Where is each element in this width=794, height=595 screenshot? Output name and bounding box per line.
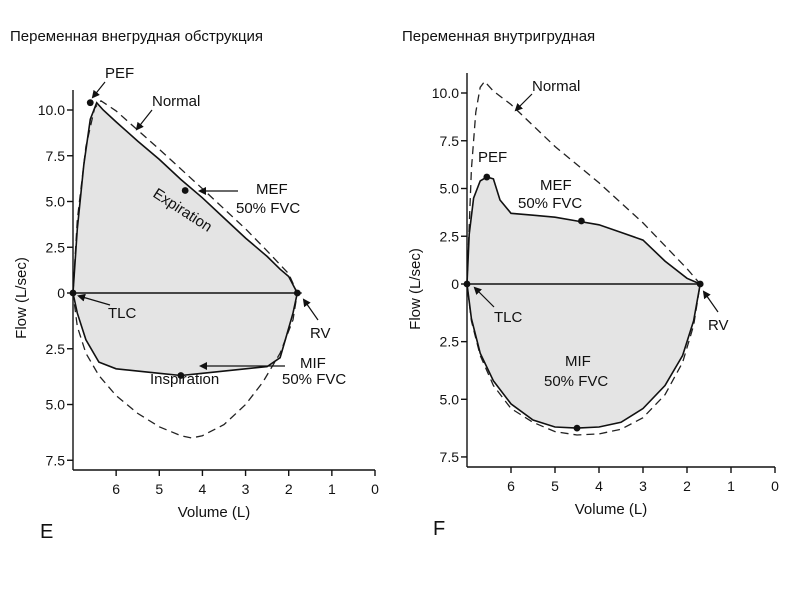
x-tick-label: 0	[371, 481, 379, 497]
annotation-50-fvc: 50% FVC	[544, 373, 608, 390]
y-tick-label: 5.0	[440, 391, 460, 407]
annotation-rv: RV	[310, 325, 331, 342]
annotation-mif: MIF	[565, 353, 591, 370]
point-tlc	[463, 280, 471, 288]
x-tick-label: 5	[551, 478, 559, 494]
chart-panel-F: 10.0 7.5 5.0 2.5 0 2.5 5.0 7.5 6 5 4 3 2 1 0 Volume (L)…	[407, 73, 779, 540]
x-tick-label: 0	[771, 478, 779, 494]
y-tick-label: 7.5	[46, 148, 66, 164]
y-tick-label: 5.0	[46, 397, 66, 413]
point-mif	[573, 424, 581, 432]
panel-letter-e: E	[40, 521, 53, 543]
annotation-rv: RV	[708, 317, 729, 334]
point-mif	[177, 372, 185, 379]
point-rv	[293, 289, 301, 297]
annotation-normal-arrow	[135, 109, 153, 131]
annotation-tlc: TLC	[108, 305, 137, 322]
y-tick-label: 7.5	[440, 449, 460, 465]
y-axis-label: Flow (L/sec)	[407, 248, 424, 330]
annotation-normal-arrow	[514, 93, 533, 112]
y-tick-label: 5.0	[46, 194, 66, 210]
x-tick-label: 2	[285, 481, 293, 497]
normal-curve-dashed	[466, 80, 701, 436]
annotation-inspiration: Inspiration	[150, 371, 219, 388]
x-tick-label: 4	[199, 481, 207, 497]
y-tick-label: 2.5	[440, 228, 460, 244]
y-axis-label: Flow (L/sec)	[13, 257, 30, 339]
y-tick-label: 7.5	[440, 133, 460, 149]
y-tick-label: 10.0	[432, 85, 459, 101]
y-tick-label: 2.5	[46, 341, 66, 357]
annotation-normal: Normal	[152, 93, 200, 110]
loop-fill-area	[73, 102, 298, 376]
annotation-mif: MIF	[300, 355, 326, 372]
x-axis-label: Volume (L)	[575, 501, 648, 518]
y-tick-label: 5.0	[440, 181, 460, 197]
annotation-pef: PEF	[478, 149, 507, 166]
x-tick-label: 5	[155, 481, 163, 497]
x-tick-label: 4	[595, 478, 603, 494]
y-tick-label: 7.5	[46, 452, 66, 468]
panel-title-left: Переменная внегрудная обструкция	[10, 28, 264, 45]
panel-title-right: Переменная внутригрудная	[402, 28, 596, 45]
x-tick-label: 6	[112, 481, 120, 497]
x-axis-label: Volume (L)	[178, 504, 251, 521]
normal-curve-dashed	[72, 99, 298, 439]
annotation-tlc-arrow	[473, 286, 495, 308]
panel-letter-f: F	[433, 518, 445, 540]
y-tick-label: 10.0	[38, 102, 65, 118]
annotation-pef-arrow	[91, 81, 106, 99]
patient-curve	[466, 176, 702, 429]
annotation-50-fvc: 50% FVC	[236, 200, 300, 217]
annotation-rv-arrow	[702, 290, 719, 313]
x-tick-label: 3	[242, 481, 250, 497]
annotation-mef: MEF	[256, 181, 288, 198]
annotation-50-fvc: 50% FVC	[282, 371, 346, 388]
annotation-pef: PEF	[105, 65, 134, 82]
point-mef	[578, 217, 585, 225]
annotation-tlc: TLC	[494, 309, 523, 326]
annotation-rv-arrow	[302, 298, 319, 321]
point-pef	[86, 99, 94, 107]
x-tick-label: 6	[507, 478, 515, 494]
chart-panel-E: 10.0 7.5 5.0 2.5 0 2.5 5.0 7.5 6 5 4 3 2 1 0 Volume (L)…	[13, 65, 379, 543]
point-mef	[181, 187, 189, 194]
annotation-50-fvc: 50% FVC	[518, 195, 582, 212]
x-tick-label: 1	[727, 478, 735, 494]
patient-curve	[72, 101, 299, 377]
y-tick-label: 0	[451, 276, 459, 292]
annotation-mef: MEF	[540, 177, 572, 194]
x-tick-label: 3	[639, 478, 647, 494]
point-tlc	[69, 289, 77, 297]
x-tick-label: 1	[328, 481, 336, 497]
x-tick-label: 2	[683, 478, 691, 494]
y-tick-label: 2.5	[46, 239, 66, 255]
annotation-tlc-arrow	[77, 293, 111, 306]
y-tick-label: 0	[57, 285, 65, 301]
y-tick-label: 2.5	[440, 334, 460, 350]
point-rv	[696, 280, 704, 288]
loop-fill-area	[467, 177, 701, 429]
annotation-normal: Normal	[532, 78, 580, 95]
point-pef	[483, 173, 491, 181]
